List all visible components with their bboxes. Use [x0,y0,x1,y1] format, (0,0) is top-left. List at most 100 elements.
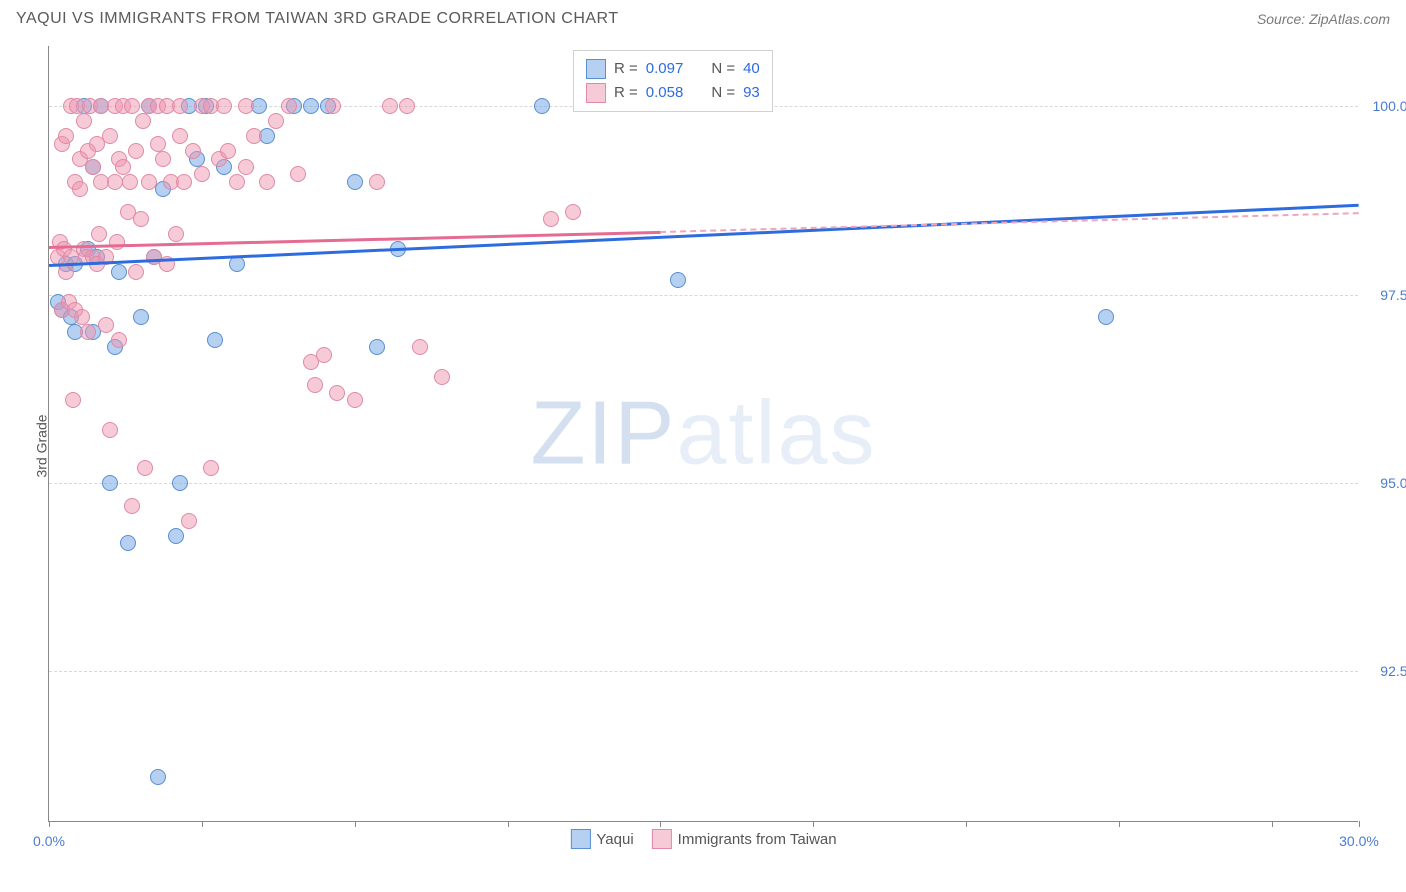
data-point [303,98,319,114]
data-point [203,460,219,476]
data-point [109,234,125,250]
data-point [135,113,151,129]
stats-legend-row: R = 0.097N = 40 [586,57,760,81]
x-tick-label: 0.0% [33,833,65,849]
data-point [207,332,223,348]
data-point [176,174,192,190]
x-tick [1119,821,1120,827]
data-point [246,128,262,144]
y-tick-label: 92.5% [1364,663,1406,679]
data-point [172,98,188,114]
data-point [141,174,157,190]
legend-swatch [652,829,672,849]
n-value: 40 [743,57,760,81]
chart-source: Source: ZipAtlas.com [1257,11,1390,27]
data-point [150,136,166,152]
data-point [238,98,254,114]
data-point [58,264,74,280]
stats-legend-row: R = 0.058N = 93 [586,81,760,105]
data-point [347,174,363,190]
data-point [111,264,127,280]
legend-label: Yaqui [596,831,633,848]
data-point [369,174,385,190]
data-point [91,226,107,242]
data-point [168,528,184,544]
data-point [399,98,415,114]
data-point [369,339,385,355]
data-point [290,166,306,182]
data-point [325,98,341,114]
stats-legend: R = 0.097N = 40R = 0.058N = 93 [573,50,773,112]
data-point [259,174,275,190]
data-point [412,339,428,355]
data-point [347,392,363,408]
data-point [150,769,166,785]
r-label: R = [614,81,638,105]
data-point [102,475,118,491]
data-point [122,174,138,190]
legend-label: Immigrants from Taiwan [678,831,837,848]
data-point [185,143,201,159]
chart-title: YAQUI VS IMMIGRANTS FROM TAIWAN 3RD GRAD… [16,10,619,28]
data-point [220,143,236,159]
x-tick [202,821,203,827]
n-label: N = [711,57,735,81]
legend-item: Immigrants from Taiwan [652,829,837,849]
x-tick [966,821,967,827]
data-point [65,392,81,408]
data-point [72,181,88,197]
data-point [229,174,245,190]
data-point [268,113,284,129]
r-value: 0.058 [646,81,684,105]
data-point [329,385,345,401]
data-point [102,128,118,144]
data-point [382,98,398,114]
data-point [58,128,74,144]
data-point [124,498,140,514]
scatter-chart: ZIPatlas 92.5%95.0%97.5%100.0%0.0%30.0%R… [48,46,1358,822]
gridline [49,483,1358,484]
chart-header: YAQUI VS IMMIGRANTS FROM TAIWAN 3RD GRAD… [0,0,1406,34]
data-point [172,128,188,144]
legend-swatch [586,59,606,79]
data-point [98,317,114,333]
data-point [281,98,297,114]
data-point [120,535,136,551]
x-tick [355,821,356,827]
x-tick [1359,821,1360,827]
data-point [85,159,101,175]
data-point [670,272,686,288]
data-point [128,143,144,159]
data-point [216,98,232,114]
trend-line [660,212,1359,233]
x-tick [49,821,50,827]
data-point [307,377,323,393]
data-point [133,309,149,325]
data-point [137,460,153,476]
data-point [194,166,210,182]
data-point [111,332,127,348]
data-point [229,256,245,272]
r-label: R = [614,57,638,81]
data-point [107,174,123,190]
data-point [543,211,559,227]
x-tick [660,821,661,827]
x-tick [813,821,814,827]
data-point [128,264,144,280]
watermark: ZIPatlas [530,382,876,485]
data-point [168,226,184,242]
y-tick-label: 97.5% [1364,287,1406,303]
data-point [238,159,254,175]
x-tick [508,821,509,827]
trend-line [49,204,1359,267]
gridline [49,671,1358,672]
data-point [155,151,171,167]
y-tick-label: 100.0% [1364,98,1406,114]
data-point [74,309,90,325]
data-point [181,513,197,529]
series-legend: Yaqui Immigrants from Taiwan [570,829,836,849]
data-point [115,159,131,175]
data-point [124,98,140,114]
data-point [565,204,581,220]
y-tick-label: 95.0% [1364,475,1406,491]
